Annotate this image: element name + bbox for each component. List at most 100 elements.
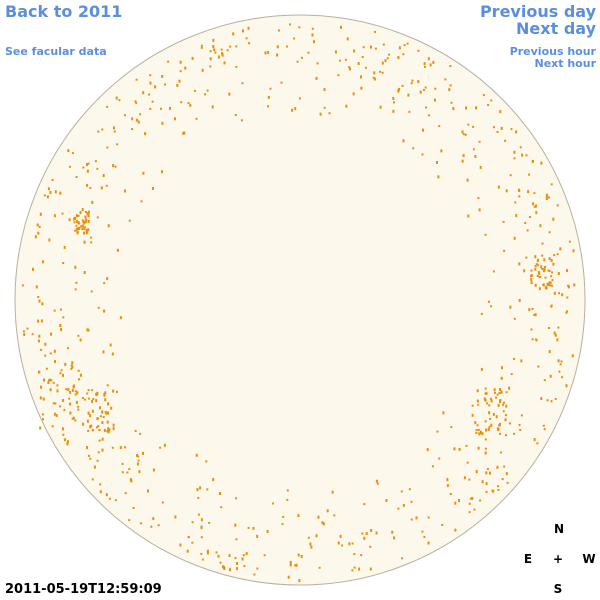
facula xyxy=(397,507,400,510)
facula xyxy=(49,352,52,355)
facula xyxy=(135,101,138,104)
facula xyxy=(44,354,47,357)
next-hour-link[interactable]: Next hour xyxy=(534,57,597,70)
facula xyxy=(518,299,521,302)
facula xyxy=(280,81,283,84)
back-link[interactable]: Back to 2011 xyxy=(5,2,123,21)
facula xyxy=(497,403,500,407)
facula xyxy=(373,77,376,81)
facula xyxy=(351,542,354,545)
facula xyxy=(235,497,238,500)
facula xyxy=(87,411,90,415)
facula xyxy=(373,71,376,75)
facula xyxy=(69,411,72,415)
facula xyxy=(353,566,356,569)
facula xyxy=(468,478,471,481)
facula xyxy=(488,300,490,303)
facula xyxy=(480,367,483,371)
facula xyxy=(86,328,89,332)
facula xyxy=(316,62,319,65)
facula xyxy=(490,305,493,308)
facula xyxy=(91,389,94,392)
facula xyxy=(85,231,88,235)
facula xyxy=(241,557,244,561)
facula xyxy=(474,421,477,425)
compass-west: W xyxy=(582,552,596,566)
facula xyxy=(100,186,103,190)
facula xyxy=(499,400,501,404)
facula xyxy=(174,117,176,121)
facula xyxy=(493,388,496,392)
facula xyxy=(243,565,246,567)
facula xyxy=(31,333,34,336)
facula xyxy=(112,427,115,431)
facula xyxy=(204,93,206,96)
facula xyxy=(159,446,162,449)
facula xyxy=(80,225,83,228)
facula xyxy=(86,212,89,216)
facula xyxy=(532,202,535,206)
facula xyxy=(242,29,244,33)
facula xyxy=(68,165,71,168)
facula xyxy=(38,334,41,338)
facula xyxy=(200,46,203,49)
facula xyxy=(524,222,527,224)
facula xyxy=(86,392,89,395)
facula xyxy=(68,397,71,400)
facula xyxy=(552,217,555,221)
facula xyxy=(43,194,46,197)
previous-day-link[interactable]: Previous day xyxy=(479,2,596,21)
facula xyxy=(484,447,487,450)
facula xyxy=(131,128,134,131)
facula xyxy=(138,470,141,474)
facula xyxy=(276,45,279,49)
facula xyxy=(200,525,203,529)
facula xyxy=(353,553,356,556)
facula xyxy=(310,545,313,549)
facula xyxy=(498,392,501,394)
facula xyxy=(509,305,512,309)
facula xyxy=(183,131,186,135)
facula xyxy=(528,173,531,176)
facula xyxy=(393,101,395,104)
facula xyxy=(112,164,115,168)
facula xyxy=(461,159,464,163)
facula xyxy=(542,424,545,427)
facula xyxy=(137,459,140,462)
facula xyxy=(464,133,467,136)
facula xyxy=(499,388,501,391)
facula xyxy=(402,503,405,507)
facula xyxy=(103,393,106,397)
facula xyxy=(462,154,465,158)
facula xyxy=(294,564,297,567)
facula xyxy=(505,472,508,476)
previous-hour-link[interactable]: Previous hour xyxy=(509,45,596,58)
facula xyxy=(502,403,505,406)
facula xyxy=(557,272,560,275)
facula xyxy=(466,461,469,464)
facula xyxy=(337,74,340,77)
facula xyxy=(214,51,217,54)
facula xyxy=(358,567,361,571)
facula xyxy=(548,257,551,261)
facula xyxy=(54,412,57,416)
facula xyxy=(99,490,102,494)
next-day-link[interactable]: Next day xyxy=(516,19,596,38)
facula xyxy=(77,334,80,337)
facula xyxy=(197,496,200,499)
facula xyxy=(519,429,522,431)
facula xyxy=(179,70,182,73)
facula xyxy=(462,133,465,136)
facula xyxy=(534,313,537,317)
facula xyxy=(510,373,513,376)
compass-north: N xyxy=(553,522,565,536)
facula xyxy=(540,397,543,401)
facula xyxy=(295,563,298,567)
facula xyxy=(150,525,153,528)
facular-link[interactable]: See facular data xyxy=(5,45,107,58)
facula xyxy=(568,240,571,243)
facula xyxy=(434,98,436,102)
facula xyxy=(321,521,324,525)
facula xyxy=(421,153,424,156)
facula xyxy=(69,390,72,394)
